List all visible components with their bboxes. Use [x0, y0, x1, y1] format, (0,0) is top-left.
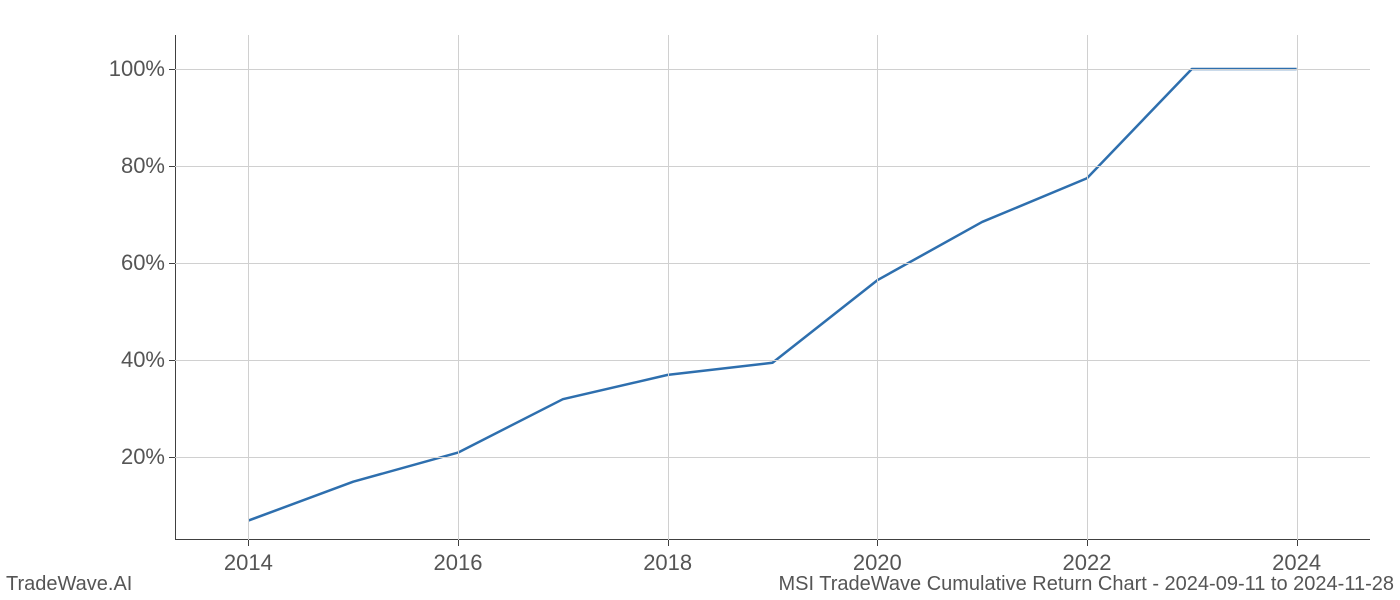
- y-tick: [169, 69, 175, 70]
- grid-line-x: [1087, 35, 1088, 540]
- grid-line-x: [458, 35, 459, 540]
- plot-area: 20%40%60%80%100%201420162018202020222024: [175, 35, 1370, 540]
- chart-caption: MSI TradeWave Cumulative Return Chart - …: [779, 573, 1395, 596]
- y-tick-label: 20%: [121, 444, 165, 470]
- grid-line-y: [175, 263, 1370, 264]
- grid-line-y: [175, 166, 1370, 167]
- grid-line-x: [1297, 35, 1298, 540]
- x-tick-label: 2014: [224, 550, 273, 576]
- y-tick-label: 60%: [121, 250, 165, 276]
- y-tick: [169, 166, 175, 167]
- y-axis-spine: [175, 35, 176, 540]
- x-tick-label: 2016: [434, 550, 483, 576]
- chart-container: 20%40%60%80%100%201420162018202020222024…: [0, 0, 1400, 600]
- grid-line-y: [175, 360, 1370, 361]
- x-tick: [458, 540, 459, 546]
- y-tick-label: 100%: [109, 56, 165, 82]
- grid-line-x: [248, 35, 249, 540]
- x-tick: [668, 540, 669, 546]
- y-tick-label: 80%: [121, 153, 165, 179]
- watermark-left: TradeWave.AI: [6, 573, 132, 596]
- y-tick-label: 40%: [121, 347, 165, 373]
- series-line: [248, 69, 1296, 521]
- grid-line-y: [175, 69, 1370, 70]
- x-tick-label: 2018: [643, 550, 692, 576]
- x-tick: [877, 540, 878, 546]
- y-tick: [169, 457, 175, 458]
- x-axis-spine: [175, 539, 1370, 540]
- x-tick: [1087, 540, 1088, 546]
- grid-line-x: [668, 35, 669, 540]
- x-tick: [1297, 540, 1298, 546]
- y-tick: [169, 263, 175, 264]
- line-series: [175, 35, 1370, 540]
- x-tick: [248, 540, 249, 546]
- grid-line-y: [175, 457, 1370, 458]
- y-tick: [169, 360, 175, 361]
- grid-line-x: [877, 35, 878, 540]
